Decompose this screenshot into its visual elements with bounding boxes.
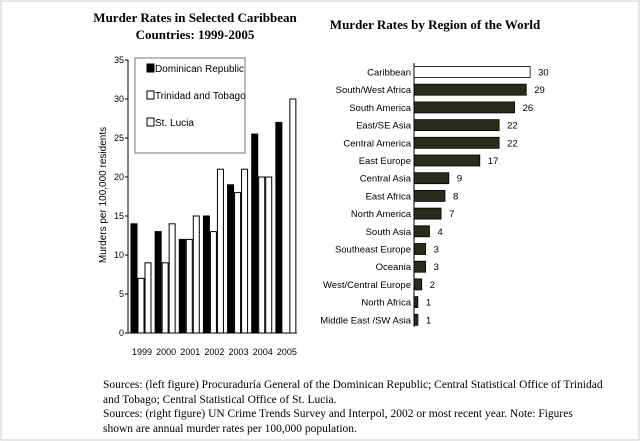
region-value: 4 (437, 227, 442, 238)
bar-st-lucia-2000 (168, 223, 176, 334)
legend-swatch (146, 117, 155, 127)
y-tick-label: 30 (114, 94, 124, 104)
x-tick-label: 2005 (277, 347, 297, 357)
region-value: 7 (449, 209, 454, 220)
region-value: 1 (426, 315, 431, 326)
bar-trinidad-and-tobago-1999 (137, 277, 145, 334)
region-bar (413, 260, 427, 273)
region-label: Southeast Europe (335, 245, 411, 256)
region-value: 29 (534, 85, 545, 96)
legend-label: Dominican Republic (155, 64, 244, 75)
legend-label: St. Lucia (155, 118, 194, 129)
region-label: Central America (343, 138, 411, 149)
region-bar (413, 243, 427, 255)
region-value: 3 (434, 245, 439, 256)
region-value: 1 (426, 298, 431, 309)
bar-dominican-republic-1999 (130, 223, 138, 334)
x-tick-label: 2001 (180, 347, 200, 357)
x-tick-label: 2004 (253, 347, 273, 357)
y-tick-label: 35 (114, 55, 124, 65)
region-label: South America (349, 103, 411, 114)
right-chart-title: Murder Rates by Region of the World (330, 17, 541, 32)
region-label: North America (351, 209, 412, 220)
region-bar (413, 225, 430, 238)
region-value: 26 (523, 103, 534, 114)
bar-trinidad-and-tobago-2003 (234, 192, 242, 334)
region-label: South Asia (366, 227, 412, 238)
region-bar (413, 136, 500, 149)
bar-st-lucia-2003 (241, 168, 249, 334)
region-label: Central Asia (360, 174, 412, 185)
region-value: 8 (453, 191, 458, 202)
bar-st-lucia-2001 (192, 215, 200, 334)
source-notes: Sources: (left figure) Procuraduría Gene… (103, 378, 603, 436)
region-bar (413, 278, 423, 291)
region-bar (413, 189, 446, 202)
region-bar (413, 172, 450, 185)
bar-st-lucia-1999 (144, 262, 152, 334)
left-chart-title-line2: Countries: 1999-2005 (136, 27, 255, 42)
region-label: Middle East /SW Asia (320, 315, 412, 326)
y-tick-label: 0 (119, 328, 124, 338)
legend-swatch (146, 63, 155, 73)
bar-trinidad-and-tobago-2000 (161, 262, 169, 334)
bar-dominican-republic-2001 (178, 238, 186, 334)
x-tick-label: 2003 (229, 347, 249, 357)
region-bar (413, 119, 500, 131)
region-bar (413, 296, 419, 309)
region-label: North Africa (361, 298, 411, 309)
y-tick-label: 10 (114, 250, 124, 260)
region-value: 22 (507, 138, 518, 149)
region-bar (413, 207, 442, 220)
note-left-sources: Sources: (left figure) Procuraduría Gene… (103, 379, 603, 406)
bar-dominican-republic-2005 (275, 121, 283, 334)
x-tick-label: 2002 (204, 347, 224, 357)
bar-dominican-republic-2004 (251, 133, 259, 334)
bar-st-lucia-2002 (216, 168, 224, 334)
region-bar (413, 313, 419, 326)
left-chart: 0 5 10 15 20 25 30 35 1999 2000 2001 2002 2003 2004 20… (114, 55, 297, 357)
region-bar (413, 101, 516, 114)
x-tick-label: 2000 (156, 347, 176, 357)
region-label: South/West Africa (336, 85, 412, 96)
region-bar (413, 154, 481, 167)
legend-label: Trinidad and Tobago (155, 91, 246, 102)
region-bar (413, 66, 531, 78)
bar-trinidad-and-tobago-2001 (185, 238, 193, 334)
region-value: 9 (457, 174, 462, 185)
region-value: 2 (430, 280, 435, 291)
region-value: 3 (434, 262, 439, 273)
region-label: West/Central Europe (323, 280, 411, 291)
region-label: East Europe (359, 156, 411, 167)
region-value: 17 (488, 156, 499, 167)
y-tick-label: 5 (119, 289, 124, 299)
y-tick-label: 25 (114, 133, 124, 143)
region-label: Caribbean (367, 68, 411, 79)
bar-trinidad-and-tobago-2002 (209, 231, 217, 334)
legend-swatch (146, 90, 155, 100)
region-bar (413, 83, 527, 96)
bar-st-lucia-2004 (265, 176, 273, 334)
bar-st-lucia-2005 (289, 98, 297, 334)
region-value: 22 (507, 121, 518, 132)
region-label: Oceania (376, 262, 412, 273)
left-chart-title-line1: Murder Rates in Selected Caribbean (93, 10, 297, 25)
bar-dominican-republic-2002 (202, 215, 210, 334)
y-tick-label: 15 (114, 211, 124, 221)
note-right-sources: Sources: (right figure) UN Crime Trends … (103, 408, 573, 435)
region-label: East Africa (366, 191, 412, 202)
left-y-axis-label: Murders per 100,000 residents (98, 127, 109, 263)
y-tick-label: 20 (114, 172, 124, 182)
x-tick-label: 1999 (132, 347, 152, 357)
bar-trinidad-and-tobago-2004 (258, 176, 266, 334)
region-label: East/SE Asia (356, 121, 412, 132)
bar-dominican-republic-2003 (227, 184, 235, 334)
legend (134, 57, 246, 154)
region-value: 30 (538, 68, 549, 79)
bar-dominican-republic-2000 (154, 231, 162, 334)
